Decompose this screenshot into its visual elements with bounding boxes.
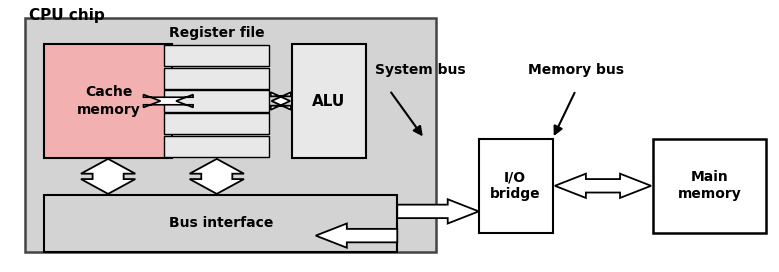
Polygon shape (397, 199, 479, 224)
Bar (164, 136, 270, 157)
Polygon shape (189, 159, 244, 194)
Text: Memory bus: Memory bus (528, 63, 624, 77)
Bar (654, 139, 766, 233)
Bar (25, 17, 436, 252)
Polygon shape (81, 159, 136, 194)
Text: Bus interface: Bus interface (169, 217, 273, 230)
Polygon shape (555, 174, 651, 198)
Bar (164, 90, 270, 112)
Text: I/O
bridge: I/O bridge (490, 170, 541, 202)
Bar (479, 139, 552, 233)
Polygon shape (271, 92, 291, 110)
Polygon shape (315, 224, 397, 248)
Text: System bus: System bus (375, 63, 466, 77)
Bar (164, 68, 270, 89)
Text: ALU: ALU (312, 94, 346, 109)
Bar (164, 113, 270, 134)
Text: Main
memory: Main memory (678, 170, 741, 202)
Text: Register file: Register file (169, 26, 265, 40)
Text: CPU chip: CPU chip (29, 8, 104, 23)
Bar (292, 44, 366, 157)
Bar (44, 44, 172, 157)
Bar (44, 195, 397, 252)
Polygon shape (143, 95, 193, 107)
Text: Cache
memory: Cache memory (76, 85, 140, 117)
Bar (164, 45, 270, 66)
